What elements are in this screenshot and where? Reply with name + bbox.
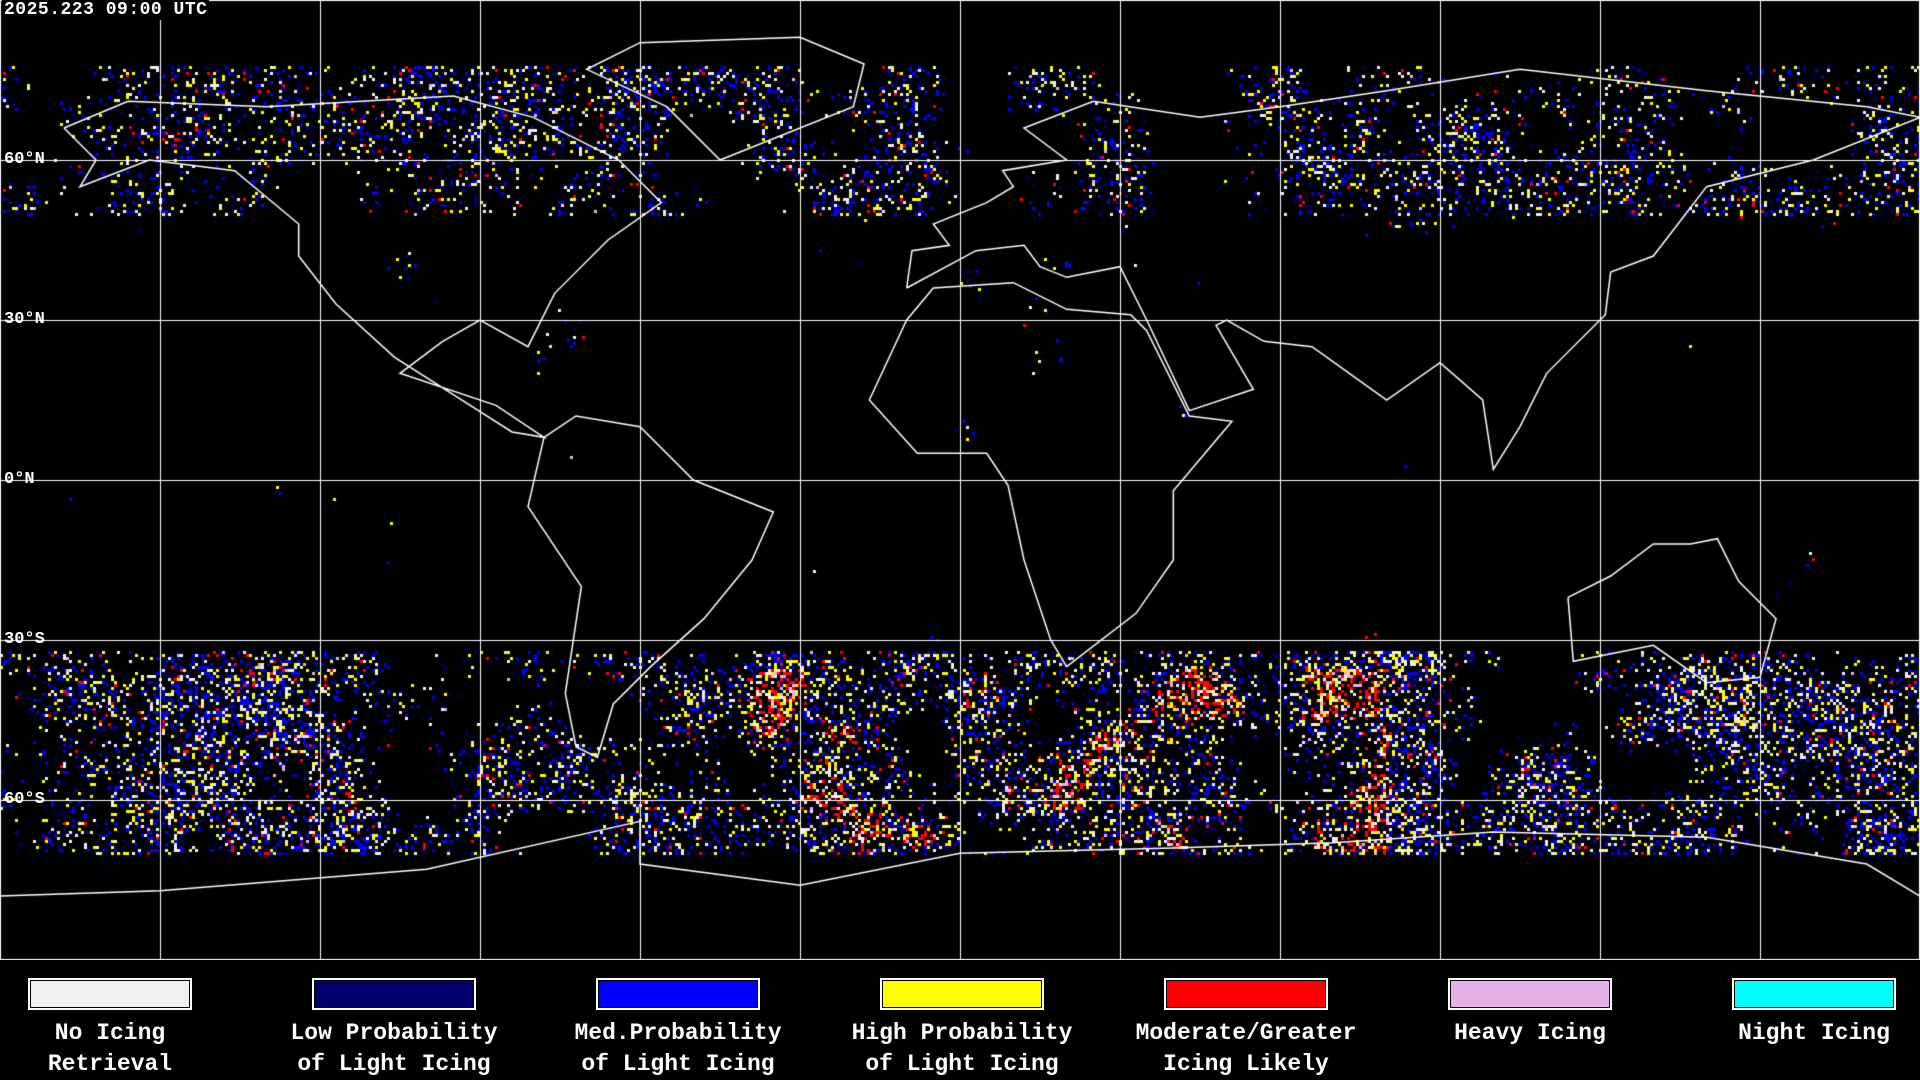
lat-label-0n: 0°N <box>4 470 35 489</box>
legend-label: Low Probability of Light Icing <box>290 1020 498 1077</box>
legend-swatch <box>1164 978 1328 1010</box>
legend-item-heavy-icing: Heavy Icing <box>1410 978 1650 1049</box>
legend-label: Night Icing <box>1738 1020 1890 1046</box>
legend-item-med-probability: Med.Probability of Light Icing <box>558 978 798 1080</box>
legend-label: Moderate/Greater Icing Likely <box>1135 1020 1357 1077</box>
legend-label: High Probability of Light Icing <box>851 1020 1073 1077</box>
icing-map-canvas <box>0 0 1920 960</box>
legend-item-high-probability: High Probability of Light Icing <box>842 978 1082 1080</box>
timestamp: 2025.223 09:00 UTC <box>2 0 210 20</box>
lat-label-30s: 30°S <box>4 630 45 649</box>
legend-swatch <box>312 978 476 1010</box>
legend-swatch <box>28 978 192 1010</box>
lat-label-60n: 60°N <box>4 150 45 169</box>
legend-item-night-icing: Night Icing <box>1694 978 1920 1049</box>
legend-label: Med.Probability of Light Icing <box>574 1020 782 1077</box>
legend: No Icing Retrieval Low Probability of Li… <box>0 960 1920 1080</box>
legend-label: Heavy Icing <box>1454 1020 1606 1046</box>
lat-label-30n: 30°N <box>4 310 45 329</box>
legend-swatch <box>880 978 1044 1010</box>
lat-label-60s: 60°S <box>4 790 45 809</box>
legend-swatch <box>1448 978 1612 1010</box>
legend-item-low-probability: Low Probability of Light Icing <box>274 978 514 1080</box>
legend-swatch <box>1732 978 1896 1010</box>
legend-swatch <box>596 978 760 1010</box>
legend-item-moderate-greater: Moderate/Greater Icing Likely <box>1126 978 1366 1080</box>
legend-item-no-icing: No Icing Retrieval <box>0 978 230 1080</box>
legend-label: No Icing Retrieval <box>47 1020 173 1077</box>
icing-map: 2025.223 09:00 UTC 60°N 30°N 0°N 30°S 60… <box>0 0 1920 960</box>
